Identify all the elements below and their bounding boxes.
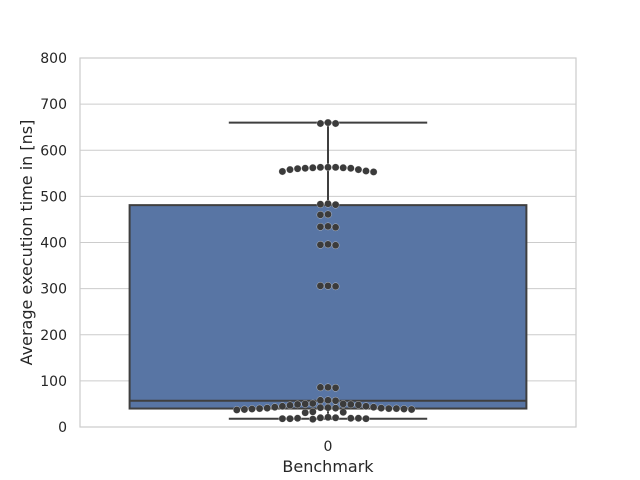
data-point-40 (293, 400, 302, 409)
data-point-35 (331, 396, 340, 405)
data-point-36 (309, 399, 317, 408)
data-point-72 (309, 415, 317, 423)
data-point-48 (316, 403, 325, 412)
data-point-47 (324, 403, 332, 412)
data-point-14 (278, 167, 287, 176)
data-point-20 (316, 211, 325, 219)
data-point-59 (233, 406, 241, 414)
data-point-45 (369, 403, 378, 411)
data-point-52 (385, 404, 393, 413)
data-point-64 (316, 414, 325, 422)
y-tick-label-500: 500 (40, 189, 67, 205)
data-point-46 (271, 403, 279, 411)
data-point-15 (369, 168, 378, 176)
data-point-57 (240, 405, 249, 414)
data-point-17 (316, 200, 325, 208)
data-point-62 (301, 408, 309, 417)
x-tick-label-0: 0 (324, 439, 333, 455)
data-point-28 (316, 282, 325, 290)
data-point-12 (286, 165, 294, 174)
y-tick-label-300: 300 (40, 282, 67, 298)
data-point-67 (293, 414, 302, 422)
data-point-42 (286, 401, 294, 410)
swarm-points (233, 118, 416, 423)
data-point-32 (331, 384, 340, 392)
data-point-53 (255, 404, 264, 413)
data-point-49 (331, 404, 340, 412)
data-point-19 (324, 210, 332, 219)
iqr-box (128, 204, 528, 410)
data-point-29 (331, 282, 340, 291)
data-point-10 (293, 164, 302, 173)
data-point-43 (362, 402, 370, 410)
data-point-31 (316, 383, 325, 392)
data-point-4 (316, 163, 325, 172)
data-point-60 (309, 408, 317, 416)
data-point-30 (324, 383, 332, 392)
data-point-41 (354, 401, 363, 409)
data-point-70 (362, 414, 370, 423)
data-point-61 (339, 408, 347, 416)
data-point-13 (362, 167, 370, 175)
data-point-6 (309, 164, 317, 172)
data-point-27 (324, 282, 332, 290)
data-point-22 (316, 223, 325, 231)
x-tick-labels: 0 (324, 439, 333, 455)
data-point-44 (278, 402, 287, 410)
data-point-18 (331, 200, 340, 209)
data-point-56 (400, 405, 408, 413)
data-point-24 (324, 240, 332, 249)
y-tick-label-800: 800 (40, 51, 67, 67)
data-point-50 (377, 404, 385, 412)
data-point-25 (316, 241, 325, 249)
y-tick-label-100: 100 (40, 374, 67, 390)
data-point-11 (354, 165, 363, 174)
data-point-9 (347, 164, 355, 172)
data-point-2 (331, 119, 340, 128)
data-point-23 (331, 223, 340, 232)
data-point-55 (248, 405, 256, 413)
data-point-54 (392, 404, 401, 413)
data-point-7 (339, 164, 347, 172)
data-point-68 (354, 414, 363, 422)
y-tick-labels: 0 100 200 300 400 500 600 700 800 (40, 51, 67, 436)
data-point-71 (278, 414, 287, 423)
x-axis-label: Benchmark (282, 457, 374, 476)
data-point-39 (347, 400, 355, 409)
y-axis-label: Average execution time in [ns] (17, 120, 36, 366)
data-point-0 (324, 118, 332, 127)
data-point-69 (286, 414, 294, 423)
data-point-66 (347, 414, 355, 422)
data-point-34 (316, 396, 325, 404)
y-tick-label-200: 200 (40, 328, 67, 344)
data-point-63 (324, 413, 332, 422)
data-point-37 (339, 400, 347, 408)
data-point-8 (301, 164, 309, 172)
data-point-51 (263, 404, 271, 412)
data-point-1 (316, 119, 325, 128)
data-point-16 (324, 200, 332, 208)
data-point-38 (301, 400, 309, 408)
data-point-21 (324, 222, 332, 231)
y-tick-label-600: 600 (40, 143, 67, 159)
y-tick-label-700: 700 (40, 97, 67, 113)
data-point-58 (407, 405, 416, 414)
data-point-26 (331, 241, 340, 250)
data-point-65 (331, 414, 340, 422)
data-point-3 (324, 163, 332, 172)
y-tick-label-0: 0 (58, 420, 67, 436)
y-tick-label-400: 400 (40, 236, 67, 252)
data-point-33 (324, 396, 332, 404)
plot-area-frame (79, 57, 577, 428)
data-point-5 (331, 163, 340, 172)
